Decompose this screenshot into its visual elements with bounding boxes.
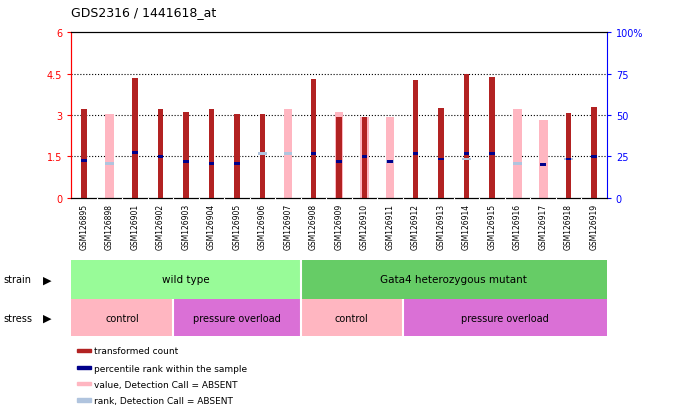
Bar	[301, 299, 403, 337]
Bar	[183, 113, 188, 198]
Bar	[234, 114, 240, 198]
Bar	[403, 299, 607, 337]
Bar	[132, 78, 138, 198]
Bar	[564, 158, 573, 161]
Text: GSM126907: GSM126907	[283, 203, 292, 249]
Bar	[183, 161, 188, 164]
Bar	[565, 114, 572, 198]
Bar	[490, 78, 495, 198]
Text: GSM126918: GSM126918	[564, 203, 573, 249]
Text: wild type: wild type	[162, 275, 210, 285]
Text: value, Detection Call = ABSENT: value, Detection Call = ABSENT	[94, 380, 238, 389]
Text: GSM126911: GSM126911	[386, 203, 395, 249]
Text: GSM126895: GSM126895	[79, 203, 88, 249]
Bar	[71, 260, 301, 299]
Bar	[77, 399, 91, 401]
Bar	[336, 161, 342, 164]
Bar	[361, 118, 367, 198]
Text: control: control	[335, 313, 369, 323]
Bar	[283, 153, 292, 156]
Bar	[413, 153, 418, 156]
Bar	[386, 118, 395, 198]
Text: ▶: ▶	[43, 313, 52, 323]
Bar	[311, 80, 317, 198]
Bar	[77, 366, 91, 370]
Bar	[361, 156, 367, 158]
Text: GSM126902: GSM126902	[156, 203, 165, 249]
Bar	[513, 162, 522, 165]
Text: GSM126898: GSM126898	[105, 203, 114, 249]
Bar	[173, 299, 301, 337]
Text: GSM126912: GSM126912	[411, 203, 420, 249]
Text: transformed count: transformed count	[94, 347, 178, 356]
Bar	[283, 110, 292, 198]
Bar	[336, 118, 342, 198]
Text: GSM126904: GSM126904	[207, 203, 216, 249]
Bar	[158, 110, 163, 198]
Bar	[71, 299, 173, 337]
Bar	[158, 156, 163, 158]
Text: strain: strain	[3, 275, 31, 285]
Bar	[209, 110, 214, 198]
Text: GSM126905: GSM126905	[233, 203, 241, 249]
Text: GSM126914: GSM126914	[462, 203, 471, 249]
Text: pressure overload: pressure overload	[193, 313, 281, 323]
Text: GSM126913: GSM126913	[437, 203, 445, 249]
Bar	[77, 382, 91, 386]
Text: rank, Detection Call = ABSENT: rank, Detection Call = ABSENT	[94, 396, 233, 405]
Bar	[438, 158, 444, 161]
Bar	[334, 113, 344, 198]
Text: GDS2316 / 1441618_at: GDS2316 / 1441618_at	[71, 6, 216, 19]
Bar	[591, 107, 597, 198]
Bar	[386, 161, 395, 164]
Bar	[464, 75, 469, 198]
Text: pressure overload: pressure overload	[461, 313, 549, 323]
Bar	[258, 153, 267, 156]
Text: control: control	[105, 313, 139, 323]
Bar	[132, 152, 138, 154]
Bar	[490, 153, 495, 156]
Text: GSM126919: GSM126919	[590, 203, 599, 249]
Text: GSM126910: GSM126910	[360, 203, 369, 249]
Bar	[591, 156, 597, 158]
Bar	[234, 162, 240, 165]
Bar	[540, 164, 546, 166]
Bar	[81, 160, 87, 162]
Bar	[438, 109, 444, 198]
Text: stress: stress	[3, 313, 33, 323]
Text: GSM126909: GSM126909	[334, 203, 344, 249]
Text: GSM126916: GSM126916	[513, 203, 522, 249]
Text: GSM126903: GSM126903	[182, 203, 191, 249]
Bar	[81, 110, 87, 198]
Bar	[538, 121, 548, 198]
Bar	[513, 110, 522, 198]
Bar	[413, 81, 418, 198]
Bar	[462, 158, 471, 161]
Bar	[565, 158, 572, 161]
Bar	[311, 153, 317, 156]
Text: GSM126915: GSM126915	[487, 203, 496, 249]
Bar	[464, 153, 469, 156]
Bar	[301, 260, 607, 299]
Text: Gata4 heterozygous mutant: Gata4 heterozygous mutant	[380, 275, 527, 285]
Text: percentile rank within the sample: percentile rank within the sample	[94, 364, 247, 373]
Text: GSM126906: GSM126906	[258, 203, 267, 249]
Bar	[105, 162, 114, 165]
Bar	[209, 162, 214, 165]
Bar	[387, 161, 393, 164]
Bar	[260, 114, 265, 198]
Bar	[105, 114, 114, 198]
Text: GSM126917: GSM126917	[538, 203, 548, 249]
Bar	[77, 349, 91, 352]
Text: GSM126901: GSM126901	[130, 203, 140, 249]
Bar	[360, 118, 369, 198]
Text: GSM126908: GSM126908	[309, 203, 318, 249]
Text: ▶: ▶	[43, 275, 52, 285]
